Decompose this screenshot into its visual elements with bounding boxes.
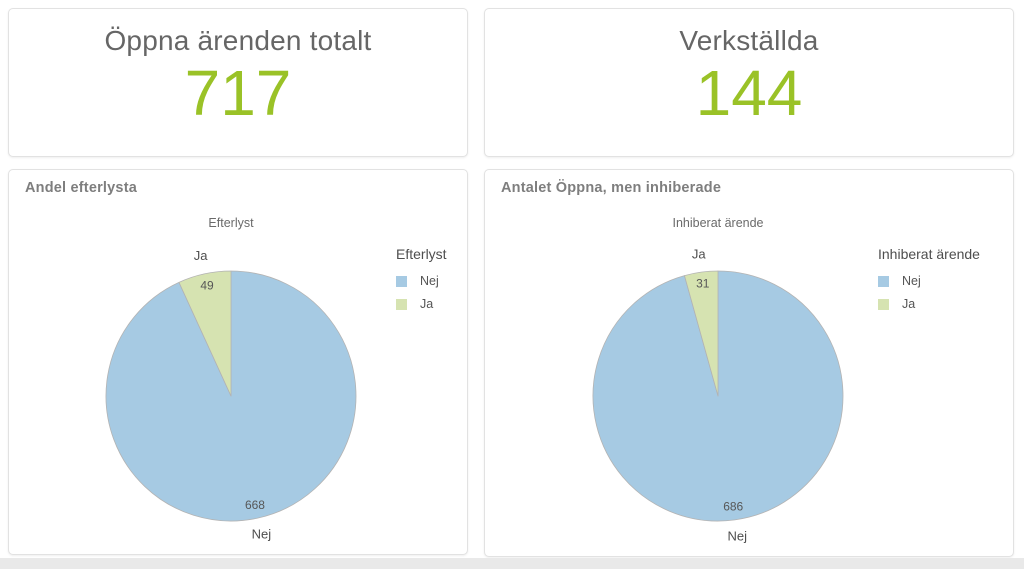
- pie-slice-ja[interactable]: [684, 270, 719, 397]
- bottom-strip: [0, 558, 1024, 569]
- pie-svg: 686 Nej 31 Ja: [592, 246, 844, 544]
- slice-category-label: Nej: [252, 527, 272, 542]
- legend-swatch-ja: [396, 298, 407, 310]
- chart-title: Antalet Öppna, men inhiberade: [501, 180, 722, 196]
- legend: Efterlyst Nej Ja: [396, 246, 447, 320]
- legend-label: Nej: [902, 274, 921, 288]
- kpi-title: Verkställda: [679, 25, 819, 56]
- legend-label: Ja: [420, 297, 434, 311]
- legend: Inhiberat ärende Nej Ja: [878, 246, 980, 320]
- slice-category-label: Ja: [194, 248, 209, 263]
- slice-value-label: 31: [696, 277, 710, 291]
- legend-label: Ja: [902, 297, 916, 311]
- legend-title: Efterlyst: [396, 246, 447, 262]
- chart-card-andel-efterlysta: Andel efterlysta Efterlyst 668 Nej 49 Ja Ef…: [8, 169, 468, 555]
- pie-title: Efterlyst: [208, 216, 254, 230]
- legend-swatch-nej: [878, 275, 889, 287]
- legend-item-ja[interactable]: Ja: [878, 297, 980, 311]
- pie-chart-efterlyst: 668 Nej 49 Ja: [9, 170, 467, 554]
- legend-item-nej[interactable]: Nej: [878, 274, 980, 288]
- legend-item-ja[interactable]: Ja: [396, 297, 447, 311]
- chart-title: Andel efterlysta: [25, 180, 137, 196]
- slice-value-label: 686: [723, 500, 743, 514]
- kpi-card-verkstallda[interactable]: Verkställda 144: [484, 8, 1014, 157]
- legend-item-nej[interactable]: Nej: [396, 274, 447, 288]
- kpi-value: 144: [695, 57, 803, 129]
- pie-chart-inhiberat-arende: 686 Nej 31 Ja: [485, 170, 1013, 556]
- kpi-value: 717: [184, 57, 292, 129]
- pie-slice-ja[interactable]: [178, 270, 232, 397]
- legend-title: Inhiberat ärende: [878, 246, 980, 262]
- slice-value-label: 668: [245, 498, 265, 512]
- pie-title: Inhiberat ärende: [672, 216, 764, 230]
- kpi-title: Öppna ärenden totalt: [104, 25, 372, 56]
- legend-swatch-nej: [396, 275, 407, 287]
- kpi-card-oppna-arenden-totalt[interactable]: Öppna ärenden totalt 717: [8, 8, 468, 157]
- pie-svg: 668 Nej 49 Ja: [105, 248, 357, 542]
- slice-category-label: Ja: [692, 246, 707, 261]
- slice-value-label: 49: [200, 278, 214, 292]
- legend-swatch-ja: [878, 298, 889, 310]
- legend-label: Nej: [420, 274, 439, 288]
- slice-category-label: Nej: [728, 529, 748, 544]
- chart-card-inhiberade: Antalet Öppna, men inhiberade Inhiberat …: [484, 169, 1014, 557]
